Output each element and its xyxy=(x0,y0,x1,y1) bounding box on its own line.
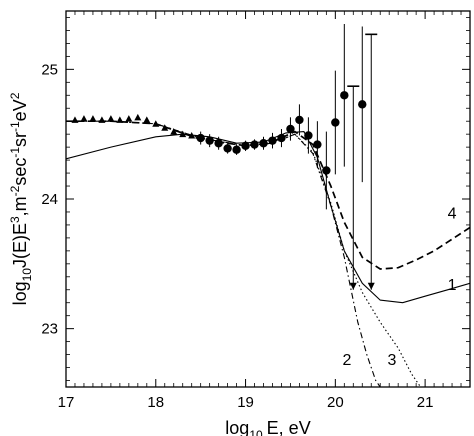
y-title-m: ,m xyxy=(10,196,30,216)
model-curve-4 xyxy=(66,120,470,270)
data-point-circle xyxy=(295,115,304,125)
x-axis-title: log10 E, eV xyxy=(225,418,310,436)
y-tick-label: 23 xyxy=(41,321,58,338)
data-point-circle xyxy=(196,133,205,143)
model-curve-2 xyxy=(66,120,381,387)
y-title-ev: eV xyxy=(10,99,30,121)
y-title-sr: sr xyxy=(10,132,30,147)
x-tick-label: 17 xyxy=(58,394,75,411)
data-point-circle xyxy=(358,100,367,109)
data-point-circle xyxy=(340,91,349,100)
x-axis-title-main: log xyxy=(225,418,249,436)
data-point-triangle xyxy=(179,130,187,138)
data-point-circle xyxy=(286,124,295,134)
data-point-circle xyxy=(313,140,322,149)
y-axis-title: log10J(E)E3,m-2sec-1sr-1eV2 xyxy=(8,92,34,305)
data-point-triangle xyxy=(80,115,88,122)
data-point-triangle xyxy=(188,131,196,139)
x-tick-label: 19 xyxy=(237,394,254,411)
data-point-triangle xyxy=(89,115,97,122)
x-tick-label: 21 xyxy=(417,394,434,411)
curve-label: 3 xyxy=(387,352,396,369)
y-title-log-sub: 10 xyxy=(20,268,34,282)
data-point-triangle xyxy=(116,116,124,123)
data-point-triangle xyxy=(143,116,151,123)
data-point-circle xyxy=(304,131,313,140)
data-point-triangle xyxy=(98,116,106,123)
x-axis-title-subscript: 10 xyxy=(249,428,263,436)
data-point-circle xyxy=(232,145,241,154)
data-point-circle xyxy=(241,141,250,151)
y-tick-label: 25 xyxy=(41,61,58,78)
data-point-circle xyxy=(259,139,268,148)
curve-label: 2 xyxy=(343,352,352,369)
data-point-triangle xyxy=(71,116,79,123)
data-point-triangle xyxy=(107,115,115,122)
x-tick-label: 18 xyxy=(147,394,164,411)
data-point-circle xyxy=(223,144,232,153)
data-point-triangle xyxy=(125,115,133,122)
data-point-triangle xyxy=(170,128,178,135)
data-point-circle xyxy=(205,136,214,145)
y-title-sec-sup: -1 xyxy=(8,147,22,158)
data-point-triangle xyxy=(161,124,169,131)
y-title-ev-sup: 2 xyxy=(8,92,22,99)
x-axis-title-tail: E, eV xyxy=(267,418,311,436)
x-tick-label: 20 xyxy=(327,394,344,411)
curve-label: 4 xyxy=(448,205,457,222)
curve-label: 1 xyxy=(448,277,457,294)
data-point-circle xyxy=(331,118,340,127)
data-point-circle xyxy=(322,166,331,175)
data-point-circle xyxy=(250,140,259,149)
y-title-sr-sup: -1 xyxy=(8,121,22,132)
y-tick-label: 24 xyxy=(41,191,58,208)
data-point-triangle xyxy=(134,113,142,121)
upper-limit-arrow xyxy=(349,282,357,290)
y-title-m-sup: -2 xyxy=(8,185,22,196)
model-curve-1 xyxy=(66,131,470,304)
upper-limit-arrow xyxy=(367,282,375,290)
data-point-circle xyxy=(268,136,277,145)
y-title-flux-sup: 3 xyxy=(8,216,22,223)
data-point-circle xyxy=(214,139,223,148)
plot-layer: 4 1 2 3 xyxy=(66,23,470,387)
y-title-flux: J(E)E xyxy=(10,223,30,268)
data-point-circle xyxy=(277,133,286,143)
y-title-log: log xyxy=(10,281,30,305)
data-point-triangle xyxy=(152,120,160,127)
y-title-sec: sec xyxy=(10,158,30,186)
